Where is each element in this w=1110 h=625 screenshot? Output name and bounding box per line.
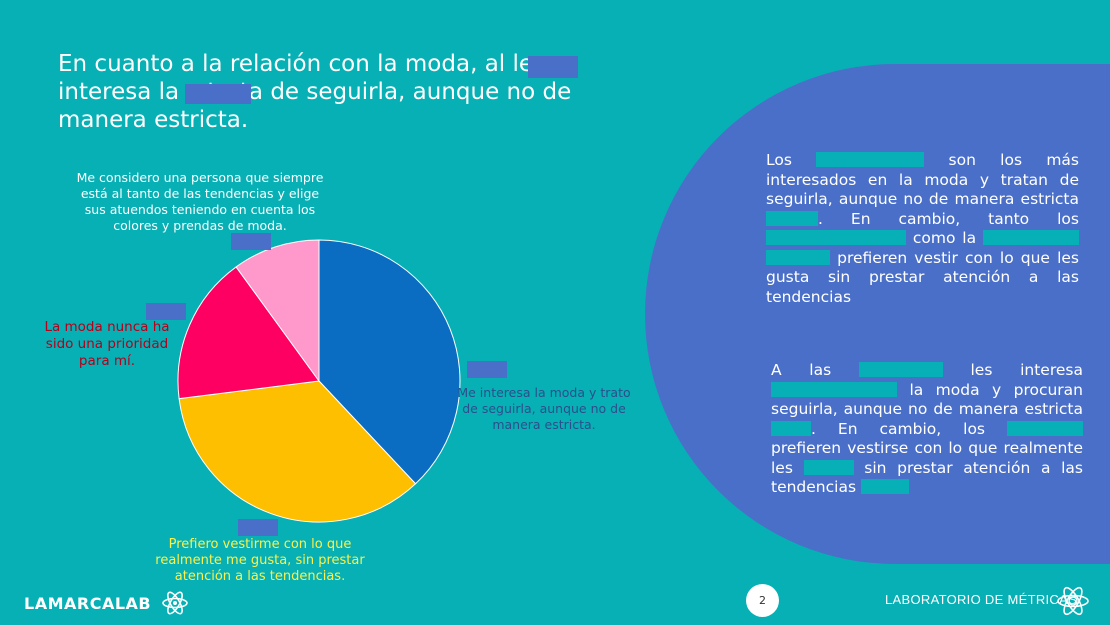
- label-redaction: [146, 303, 186, 320]
- title-redaction: [528, 56, 578, 78]
- pie-slice-own-taste: [178, 380, 417, 523]
- slice-label-own-taste: Prefiero vestirme con lo que realmente m…: [155, 537, 365, 584]
- title-redaction: [185, 84, 251, 104]
- pie-slice-follows: [318, 239, 461, 485]
- slice-label-follows: Me interesa la moda y trato de seguirla,…: [457, 385, 631, 432]
- pie-slice-not-priority: [177, 266, 320, 400]
- lab-name: LABORATORIO DE MÉTRICAS: [885, 592, 1078, 607]
- label-redaction: [231, 233, 271, 250]
- pie-slice-trendy: [235, 239, 320, 383]
- page-number: 2: [746, 584, 779, 617]
- label-redaction: [467, 361, 507, 378]
- atom-icon: [1057, 586, 1089, 616]
- label-redaction: [238, 519, 278, 536]
- insight-paragraph-1: Los son los más interesados en la moda y…: [766, 151, 1080, 306]
- atom-icon: [162, 591, 188, 615]
- slice-label-trendy: Me considero una persona que siempre est…: [76, 170, 324, 233]
- slice-label-not-priority: La moda nunca ha sido una prioridad para…: [44, 319, 170, 369]
- insight-paragraph-2: A las les interesa la moda y procuran se…: [771, 361, 1083, 496]
- brand-logo: LAMARCALAB: [24, 590, 189, 616]
- slide-title: En cuanto a la relación con la moda, al …: [58, 51, 572, 133]
